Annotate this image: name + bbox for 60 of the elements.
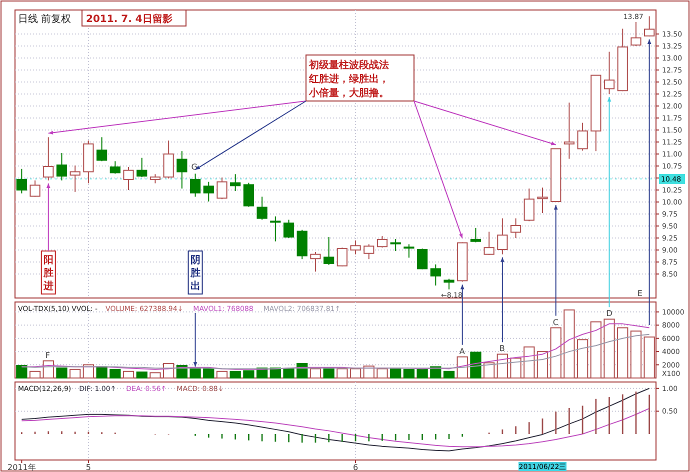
bar (56, 368, 68, 378)
bar (644, 336, 655, 378)
bar (510, 358, 522, 378)
bar (456, 356, 468, 378)
x-tick-label: 6 (352, 463, 358, 472)
bar (243, 370, 254, 378)
annotation: 阴胜出 (189, 254, 200, 292)
bar (564, 309, 575, 378)
bar (283, 368, 294, 378)
bar (96, 366, 108, 378)
bar (536, 351, 548, 378)
annotation: B (499, 344, 505, 354)
annotation: 阳胜进 (42, 255, 54, 292)
bar (590, 321, 602, 378)
bar (122, 370, 134, 378)
annotation: C (552, 318, 559, 327)
line-series (21, 334, 650, 370)
bar (203, 368, 214, 378)
bar (136, 372, 148, 378)
bar (484, 362, 495, 378)
bar (496, 354, 508, 378)
bar (230, 370, 241, 378)
bar (82, 364, 94, 378)
bar (16, 364, 28, 378)
annotation: E (637, 289, 642, 298)
bar (443, 370, 455, 378)
bar (470, 352, 482, 378)
line-series (21, 408, 650, 448)
annotation: F (45, 350, 50, 360)
bar (336, 368, 348, 378)
bar (403, 368, 415, 378)
bar (550, 327, 562, 378)
bar (216, 370, 228, 378)
bar (110, 368, 121, 378)
annotation: 初级量柱波段战法 (308, 59, 389, 71)
bar (270, 368, 281, 378)
bar (350, 368, 362, 378)
bar (310, 368, 322, 378)
bar (150, 372, 161, 378)
bar (604, 318, 615, 378)
bar (29, 370, 41, 378)
chart-title: 2011. 7. 4日留影 (86, 13, 172, 25)
bar (630, 330, 642, 378)
annotation: 红胜进，绿胜出， (308, 73, 389, 85)
bar (70, 368, 81, 378)
bar (416, 368, 428, 378)
annotation: D (606, 309, 612, 318)
bar (576, 339, 588, 378)
x-tick-label: 2011年 (7, 463, 36, 472)
bar (376, 368, 388, 378)
bar (363, 366, 374, 378)
chart-subtitle: 日线 前复权 (18, 13, 72, 25)
bar (190, 368, 201, 378)
bar (524, 346, 535, 378)
bar (323, 368, 334, 378)
bar (390, 368, 402, 378)
annotation: A (459, 346, 466, 356)
annotation: 小倍量，大胆撸。 (308, 87, 389, 99)
x-tick-label: 5 (86, 463, 91, 472)
bar (617, 327, 628, 378)
